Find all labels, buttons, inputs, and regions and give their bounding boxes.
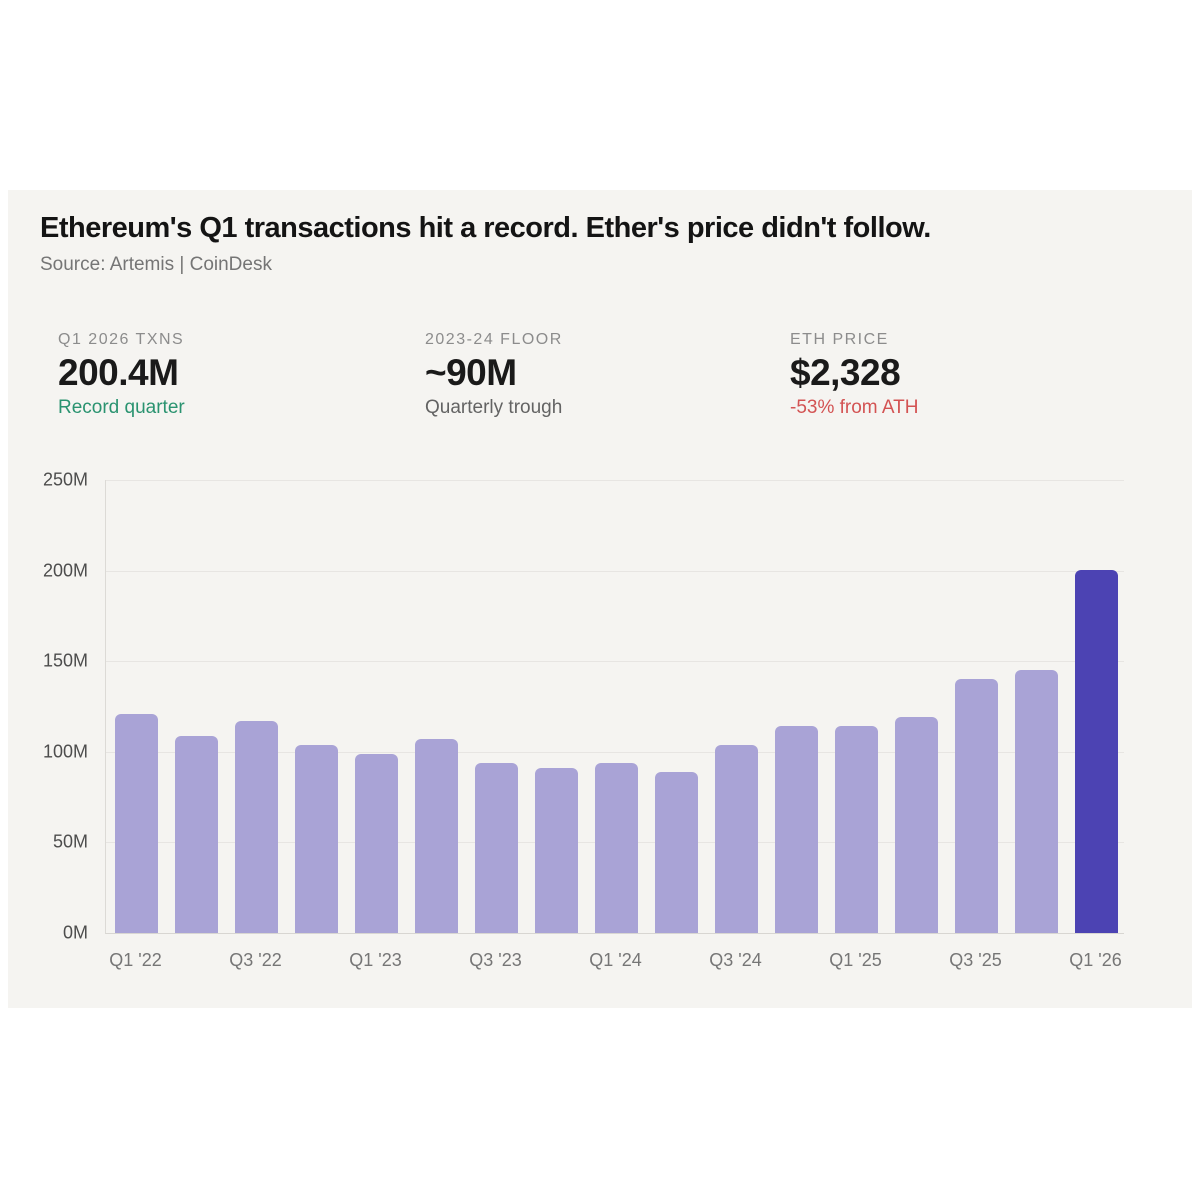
x-tick-cell <box>414 950 457 974</box>
x-tick-label: Q1 '23 <box>349 950 402 970</box>
bar <box>235 721 278 933</box>
source-line: Source: Artemis | CoinDesk <box>40 254 272 275</box>
gridline <box>106 751 1124 753</box>
stat-label: Q1 2026 TXNS <box>58 331 185 348</box>
x-tick-cell: Q3 '22 <box>229 950 281 974</box>
page-title: Ethereum's Q1 transactions hit a record.… <box>40 212 931 244</box>
x-tick-cell <box>294 950 337 974</box>
x-tick-cell <box>1014 950 1057 974</box>
x-tick-label: Q3 '23 <box>469 950 522 970</box>
x-tick-cell <box>654 950 697 974</box>
gridline <box>106 480 1124 481</box>
bar <box>895 717 938 933</box>
bar <box>355 753 398 933</box>
bar <box>835 726 878 933</box>
x-tick-label: Q1 '25 <box>829 950 882 970</box>
gridline <box>106 661 1124 663</box>
bar-highlight <box>1075 569 1118 933</box>
chart-card: Ethereum's Q1 transactions hit a record.… <box>8 190 1192 1008</box>
stat-value: ~90M <box>425 352 517 393</box>
bar <box>955 679 998 933</box>
bar <box>175 735 218 933</box>
bar <box>655 771 698 933</box>
x-tick-cell: Q1 '26 <box>1069 950 1121 974</box>
y-tick-label: 150M <box>42 650 88 671</box>
x-tick-cell: Q1 '22 <box>109 950 161 974</box>
x-tick-cell: Q1 '23 <box>349 950 401 974</box>
stat-q1-2026-txns: Q1 2026 TXNS 200.4M Record quarter <box>58 330 185 420</box>
stat-value: $2,328 <box>790 352 901 393</box>
stat-note: Record quarter <box>58 397 185 418</box>
stat-floor: 2023-24 FLOOR ~90M Quarterly trough <box>425 330 563 420</box>
x-tick-cell <box>774 950 817 974</box>
x-tick-label: Q3 '25 <box>949 950 1002 970</box>
bar-series <box>106 480 1124 933</box>
stat-note: Quarterly trough <box>425 397 563 418</box>
bar <box>595 762 638 933</box>
x-tick-cell <box>534 950 577 974</box>
stat-label: ETH PRICE <box>790 331 889 348</box>
bar <box>415 739 458 933</box>
bar <box>715 744 758 933</box>
x-tick-cell: Q3 '25 <box>949 950 1001 974</box>
x-tick-cell <box>174 950 217 974</box>
x-tick-cell <box>894 950 937 974</box>
stat-note: -53% from ATH <box>790 397 919 418</box>
bar <box>115 713 158 933</box>
y-tick-label: 100M <box>42 741 88 762</box>
y-tick-label: 0M <box>62 922 88 943</box>
x-tick-label: Q3 '24 <box>709 950 762 970</box>
y-tick-label: 250M <box>42 469 88 490</box>
x-axis: Q1 '22 Q3 '22 Q1 '23 Q3 '23 Q1 '24 Q3 '24 Q1 '… <box>105 950 1123 974</box>
bar <box>535 768 578 933</box>
x-tick-cell: Q1 '25 <box>829 950 881 974</box>
bar <box>475 762 518 933</box>
x-tick-label: Q3 '22 <box>229 950 282 970</box>
y-tick-label: 200M <box>42 560 88 581</box>
stat-eth-price: ETH PRICE $2,328 -53% from ATH <box>790 330 918 420</box>
bar <box>295 744 338 933</box>
plot-area <box>105 480 1124 934</box>
gridline <box>106 570 1124 572</box>
x-tick-label: Q1 '26 <box>1069 950 1122 970</box>
x-tick-label: Q1 '24 <box>589 950 642 970</box>
x-tick-cell: Q1 '24 <box>589 950 641 974</box>
bar <box>775 726 818 933</box>
x-tick-label: Q1 '22 <box>109 950 162 970</box>
x-tick-cell: Q3 '23 <box>469 950 521 974</box>
y-axis: 250M 200M 150M 100M 50M 0M <box>20 470 88 943</box>
stats-row: Q1 2026 TXNS 200.4M Record quarter 2023-… <box>8 330 1192 430</box>
y-tick-label: 50M <box>52 831 88 852</box>
bar <box>1015 670 1058 933</box>
x-tick-cell: Q3 '24 <box>709 950 761 974</box>
stat-value: 200.4M <box>58 352 179 393</box>
stat-label: 2023-24 FLOOR <box>425 331 563 348</box>
